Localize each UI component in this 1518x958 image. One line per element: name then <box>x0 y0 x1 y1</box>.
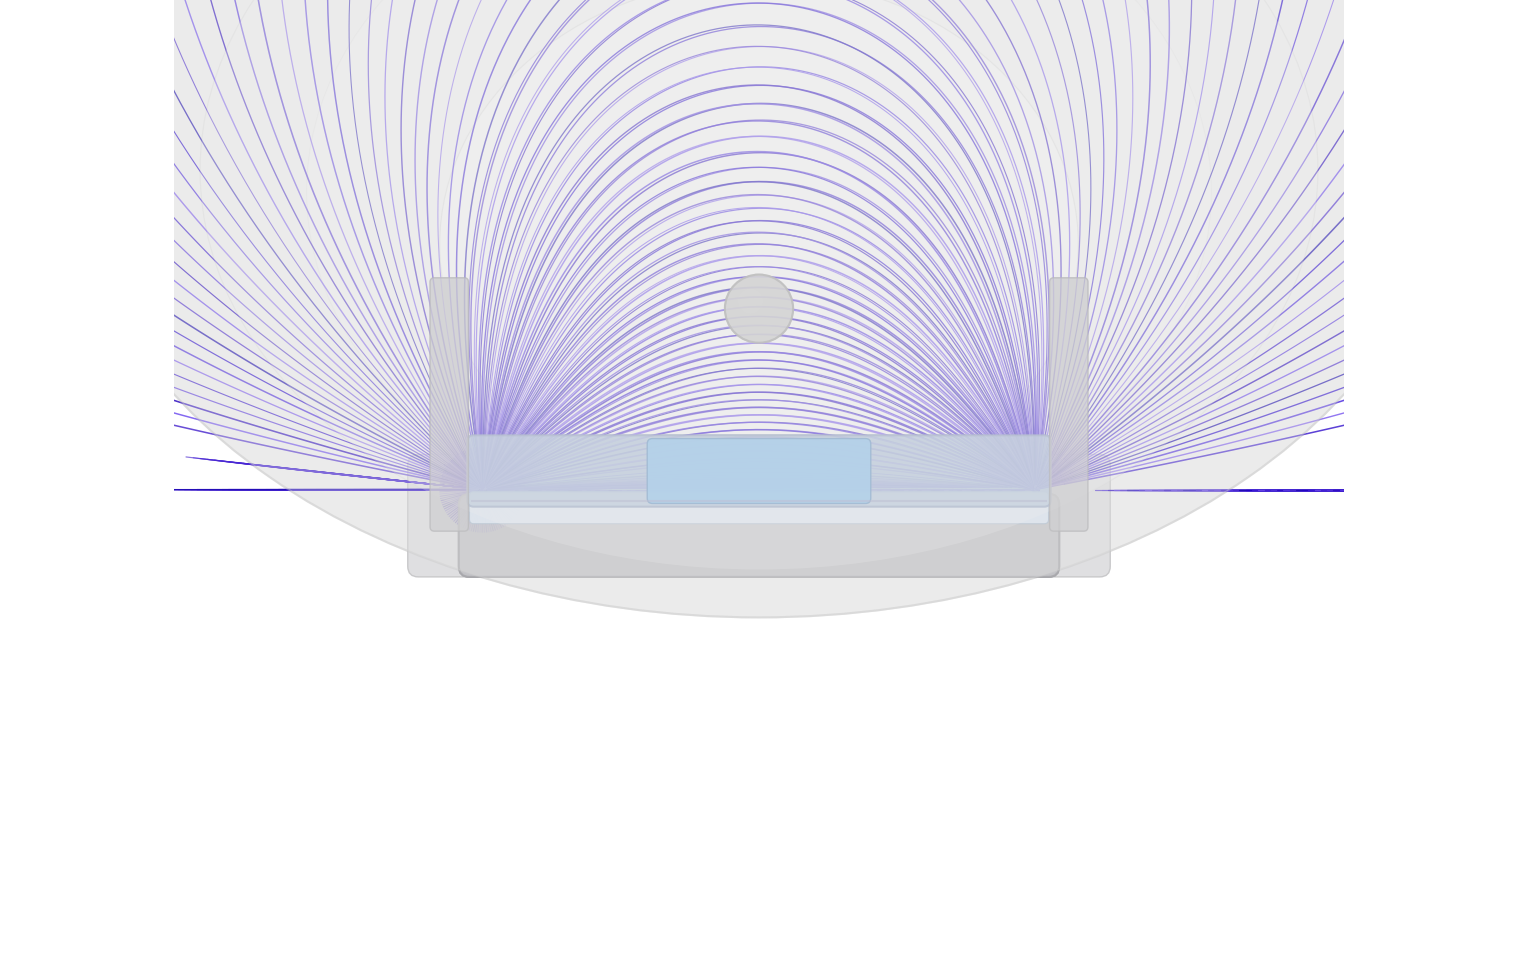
FancyBboxPatch shape <box>468 435 1050 507</box>
Ellipse shape <box>307 0 1211 537</box>
FancyBboxPatch shape <box>647 439 871 504</box>
Ellipse shape <box>200 0 1318 569</box>
Ellipse shape <box>67 0 1451 617</box>
FancyBboxPatch shape <box>1049 278 1088 531</box>
Ellipse shape <box>440 0 1078 511</box>
FancyBboxPatch shape <box>458 494 1060 577</box>
FancyBboxPatch shape <box>408 454 1110 577</box>
FancyBboxPatch shape <box>430 278 469 531</box>
Circle shape <box>726 275 792 343</box>
FancyBboxPatch shape <box>469 491 1049 524</box>
Ellipse shape <box>200 0 1318 569</box>
FancyBboxPatch shape <box>1049 278 1088 531</box>
FancyBboxPatch shape <box>647 439 871 504</box>
Ellipse shape <box>67 0 1451 617</box>
FancyBboxPatch shape <box>430 278 469 531</box>
FancyBboxPatch shape <box>469 491 1049 524</box>
Circle shape <box>726 275 792 343</box>
FancyBboxPatch shape <box>458 494 1060 577</box>
Circle shape <box>738 288 764 314</box>
FancyBboxPatch shape <box>468 435 1050 507</box>
